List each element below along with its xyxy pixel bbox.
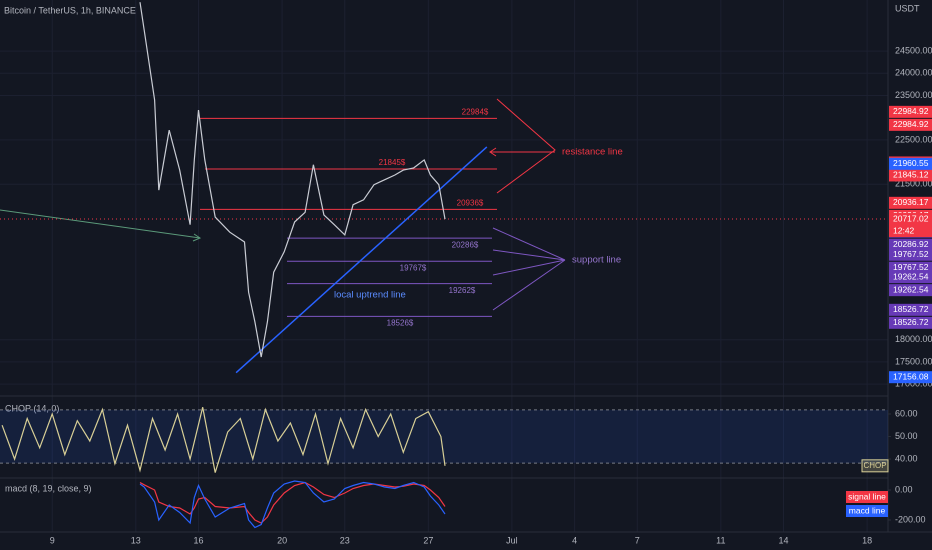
price-tag-label: 20717.02 <box>893 213 929 223</box>
level-label: 21845$ <box>379 158 406 167</box>
price-tag <box>889 196 932 209</box>
resistance-arrows <box>496 98 556 194</box>
annotation: resistance line <box>562 147 623 158</box>
x-tick-label: 11 <box>716 535 725 545</box>
price-tag <box>889 303 932 316</box>
series-line <box>1 407 446 473</box>
series-line <box>139 2 446 358</box>
price-tag <box>889 169 932 182</box>
arrow-head <box>489 147 497 157</box>
annotation: local uptrend line <box>334 290 406 301</box>
y-tick-label: 50.00 <box>895 431 918 441</box>
x-tick-label: 18 <box>862 535 872 545</box>
price-tag <box>889 371 932 384</box>
price-tag <box>889 316 932 329</box>
y-tick-label: 24000.00 <box>895 68 932 78</box>
trend-line <box>235 146 488 374</box>
x-tick-label: 20 <box>277 535 287 545</box>
x-tick-label: 16 <box>193 535 203 545</box>
price-tag-label: 22984.92 <box>893 106 929 116</box>
price-tag <box>889 105 932 118</box>
series-line <box>139 480 446 529</box>
x-tick-label: 14 <box>779 535 789 545</box>
price-tag-label: 17156.08 <box>893 371 929 381</box>
price-tag <box>889 271 932 284</box>
legend-swatch <box>846 491 888 503</box>
y-tick-label: 17000.00 <box>895 378 932 388</box>
level-label: 19767$ <box>400 263 427 272</box>
x-tick-label: 13 <box>131 535 141 545</box>
x-tick-label: 7 <box>635 535 640 545</box>
y-tick-label: 60.00 <box>895 408 918 418</box>
price-tag <box>889 284 932 297</box>
arrow-head <box>192 233 202 242</box>
y-tick-label: 17500.00 <box>895 356 932 366</box>
legend-label: macd line <box>849 505 886 515</box>
symbol-title: Bitcoin / TetherUS, 1h, BINANCE <box>4 5 136 15</box>
legend-label: signal line <box>848 491 886 501</box>
indicator-title: macd (8, 19, close, 9) <box>5 483 92 493</box>
x-tick-label: 27 <box>423 535 433 545</box>
y-tick-label: 21500.00 <box>895 179 932 189</box>
level-label: 20286$ <box>452 240 479 249</box>
currency: USDT <box>895 3 920 13</box>
price-tag-label: 19262.54 <box>893 271 929 281</box>
x-tick-label: 4 <box>572 535 577 545</box>
price-tag-label: 20286.92 <box>893 239 929 249</box>
price-tag-label: 18526.72 <box>893 304 929 314</box>
y-tick-label: -200.00 <box>895 514 926 524</box>
price-tag <box>889 118 932 131</box>
price-tag-label: 19262.54 <box>893 284 929 294</box>
y-tick-label: 23500.00 <box>895 90 932 100</box>
drawings <box>0 98 566 311</box>
y-tick-label: 24500.00 <box>895 45 932 55</box>
price-tag <box>889 238 932 251</box>
level-label: 20936$ <box>457 198 484 207</box>
price-tag <box>889 248 932 261</box>
price-tag <box>889 261 932 274</box>
legend-swatch <box>846 505 888 517</box>
countdown: 12:42 <box>893 225 915 235</box>
level-label: 19262$ <box>449 286 476 295</box>
x-tick-label: 9 <box>50 535 55 545</box>
value-tag-label: CHOP <box>863 461 886 470</box>
x-tick-label: Jul <box>506 535 518 545</box>
series-line <box>139 481 446 524</box>
price-tag-label: 21845.12 <box>893 170 929 180</box>
grid <box>0 0 888 532</box>
indicator-title: CHOP (14, 0) <box>5 403 59 413</box>
level-label: 18526$ <box>387 318 414 327</box>
price-tag-label: 20936.17 <box>893 197 929 207</box>
y-tick-label: 18000.00 <box>895 334 932 344</box>
y-tick-label: 40.00 <box>895 453 918 463</box>
price-tag-label: 18526.72 <box>893 317 929 327</box>
level-label: 22984$ <box>462 107 489 116</box>
y-tick-label: 22500.00 <box>895 134 932 144</box>
price-tag-label: 21960.55 <box>893 158 929 168</box>
price-tag-label: 22984.92 <box>893 119 929 129</box>
value-tag <box>861 459 889 473</box>
price-tag <box>889 213 932 238</box>
support-arrows <box>492 227 566 311</box>
price-tag-label: 19767.52 <box>893 262 929 272</box>
price-tag <box>889 157 932 170</box>
drawn-arrow <box>0 209 201 239</box>
price-tag-label: 19767.52 <box>893 249 929 259</box>
x-tick-label: 23 <box>340 535 350 545</box>
annotation: support line <box>572 255 621 266</box>
y-tick-label: 0.00 <box>895 484 913 494</box>
